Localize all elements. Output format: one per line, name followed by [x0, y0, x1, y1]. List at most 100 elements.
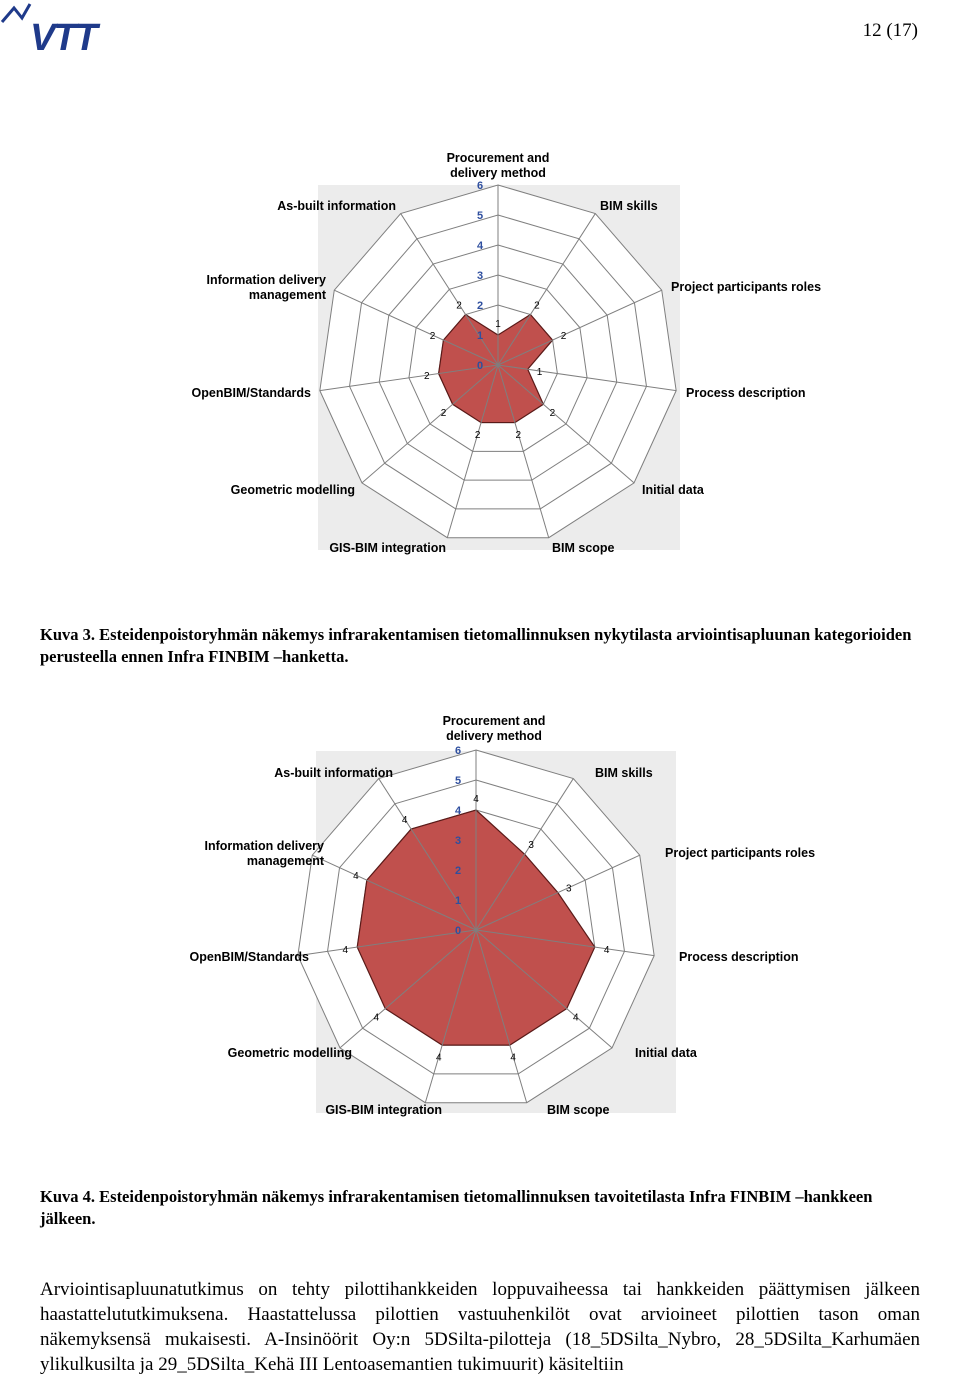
spoke — [297, 929, 477, 957]
tick-label: 2 — [477, 300, 483, 312]
data-label: 4 — [343, 945, 349, 956]
spoke — [497, 364, 550, 538]
axis-label-line: Procurement and — [447, 151, 550, 165]
data-label: 2 — [456, 300, 462, 311]
tick-label: 6 — [455, 745, 461, 757]
data-label: 4 — [436, 1053, 442, 1064]
axis-category-label: Information delivery management — [207, 273, 327, 302]
logo-text: VTT — [30, 17, 101, 59]
figure-caption: Kuva 4. Esteidenpoistoryhmän näkemys inf… — [40, 1186, 920, 1230]
tick-label: 3 — [455, 835, 461, 847]
spoke — [312, 854, 477, 931]
axis-category-label: Project participants roles — [671, 280, 821, 294]
tick-label: 1 — [455, 895, 461, 907]
data-label: 4 — [473, 794, 479, 805]
data-label: 2 — [561, 331, 567, 342]
axis-category-label: Process description — [679, 950, 799, 964]
data-label: 2 — [430, 331, 436, 342]
axis-category-label: BIM skills — [595, 766, 653, 780]
grid-ring — [327, 779, 625, 1075]
data-label: 4 — [604, 945, 610, 956]
grid-ring — [408, 274, 588, 452]
tick-label: 4 — [477, 240, 484, 252]
axis-category-label: Initial data — [642, 483, 705, 497]
tick-label: 0 — [455, 925, 461, 937]
tick-label: 5 — [455, 775, 461, 787]
axis-category-label: As-built information — [277, 199, 396, 213]
tick-label: 1 — [477, 330, 483, 342]
figure-caption: Kuva 3. Esteidenpoistoryhmän näkemys inf… — [40, 624, 920, 668]
caption-text: Esteidenpoistoryhmän näkemys infrarakent… — [40, 625, 912, 666]
spoke — [424, 929, 477, 1103]
data-label: 2 — [550, 408, 556, 419]
spoke — [497, 289, 662, 366]
spoke — [446, 364, 499, 538]
tick-label: 3 — [477, 270, 483, 282]
tick-label: 0 — [477, 360, 483, 372]
data-label: 2 — [424, 371, 430, 382]
axis-label-line: delivery method — [446, 729, 542, 743]
caption-prefix: Kuva 4. — [40, 1187, 96, 1206]
spoke — [475, 778, 574, 931]
axis-label-line: Information delivery — [205, 839, 325, 853]
data-label: 2 — [534, 300, 540, 311]
caption-text: Esteidenpoistoryhmän näkemys infrarakent… — [40, 1187, 873, 1228]
spoke — [497, 364, 635, 484]
logo-swoosh-icon — [0, 3, 32, 23]
axis-category-label: Process description — [686, 386, 806, 400]
axis-category-label: BIM scope — [547, 1103, 610, 1117]
data-label: 3 — [566, 884, 572, 895]
spoke — [475, 929, 655, 957]
data-label: 1 — [537, 367, 543, 378]
tick-label: 2 — [455, 865, 461, 877]
data-label: 4 — [373, 1012, 379, 1023]
axis-category-label: GIS-BIM integration — [329, 541, 446, 555]
axis-category-label: Procurement and delivery method — [447, 151, 550, 180]
data-label: 2 — [516, 430, 522, 441]
data-label: 4 — [510, 1053, 516, 1064]
data-label: 4 — [402, 815, 408, 826]
data-label: 2 — [475, 430, 481, 441]
spoke — [339, 929, 477, 1049]
spoke — [497, 364, 677, 392]
spoke — [475, 929, 613, 1049]
data-label: 1 — [495, 319, 501, 330]
spoke — [361, 364, 499, 484]
body-paragraph: Arviointisapluunatutkimus on tehty pilot… — [40, 1279, 920, 1375]
tick-label: 4 — [455, 805, 462, 817]
axis-category-label: Geometric modelling — [231, 483, 355, 497]
tick-label: 6 — [477, 180, 483, 192]
axis-category-label: Project participants roles — [665, 846, 815, 860]
axis-category-label: BIM skills — [600, 199, 658, 213]
spoke — [475, 854, 640, 931]
data-area — [437, 313, 554, 424]
axis-category-label: Information delivery management — [205, 839, 325, 868]
grid-ring — [378, 244, 618, 481]
caption-prefix: Kuva 3. — [40, 625, 96, 644]
axis-category-label: BIM scope — [552, 541, 615, 555]
spoke — [400, 213, 499, 366]
axis-label-line: Procurement and — [443, 714, 546, 728]
axis-category-label: Initial data — [635, 1046, 698, 1060]
spoke — [497, 213, 596, 366]
axis-category-label: OpenBIM/Standards — [192, 386, 312, 400]
axis-category-label: Procurement and delivery method — [443, 714, 546, 743]
axis-label-line: delivery method — [450, 166, 546, 180]
axis-category-label: As-built information — [274, 766, 393, 780]
radar-chart-current-state: 0 1 2 3 4 5 6 1 2 2 1 2 2 2 2 2 2 2 Procurement and deliver… — [192, 151, 822, 555]
page-number: 12 (17) — [862, 20, 918, 41]
axis-category-label: OpenBIM/Standards — [190, 950, 310, 964]
axis-category-label: GIS-BIM integration — [325, 1103, 442, 1117]
axis-label-line: Information delivery — [207, 273, 327, 287]
axis-label-line: management — [249, 288, 327, 302]
axis-category-label: Geometric modelling — [228, 1046, 352, 1060]
spoke — [334, 289, 499, 366]
data-label: 2 — [441, 408, 447, 419]
spoke — [378, 778, 477, 931]
data-label: 4 — [573, 1012, 579, 1023]
axis-label-line: management — [247, 854, 325, 868]
grid-ring — [349, 214, 647, 510]
spoke — [319, 364, 499, 392]
vtt-logo: VTT — [0, 3, 103, 59]
